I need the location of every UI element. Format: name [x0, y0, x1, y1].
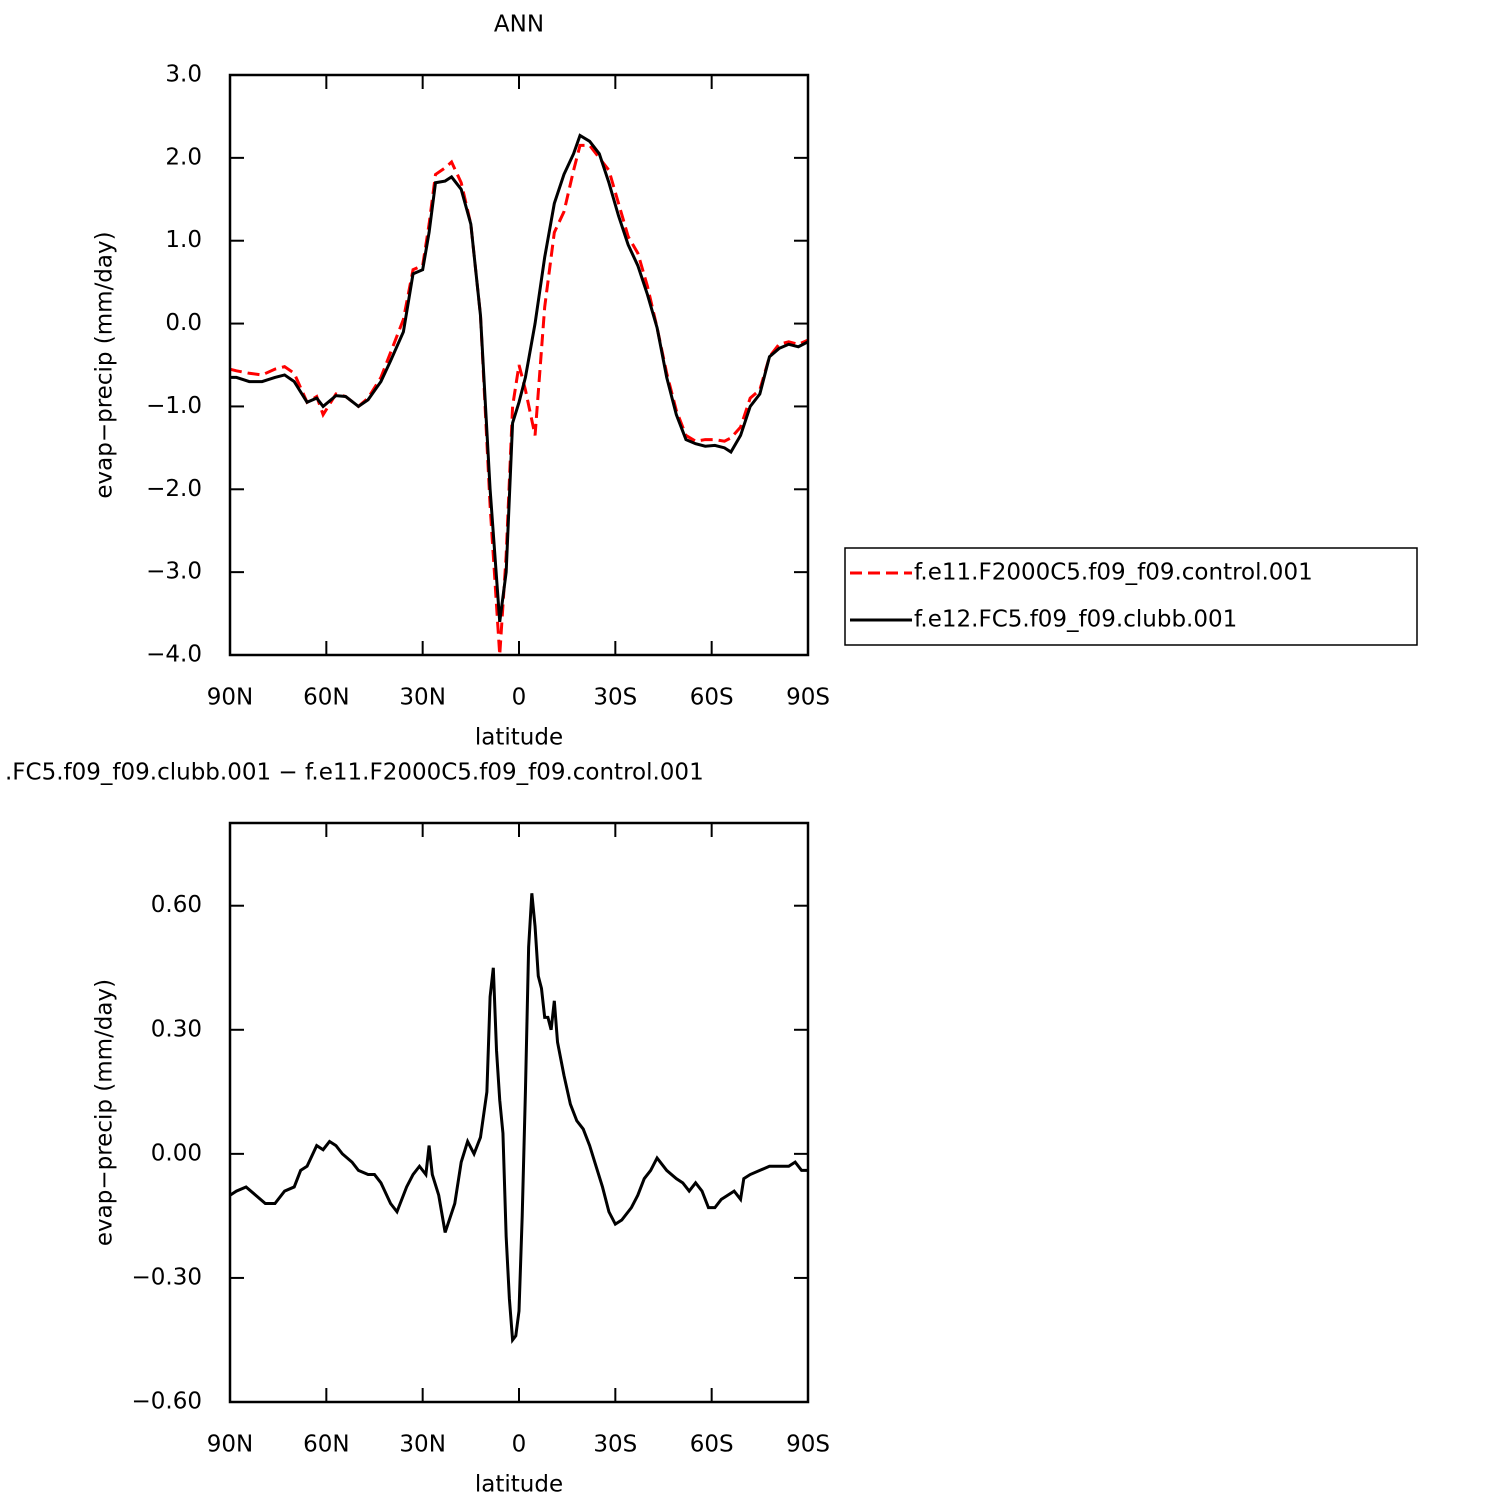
y-tick-label: 1.0 [165, 227, 202, 253]
legend-box [844, 547, 1418, 646]
x-tick-label: 0 [512, 1432, 527, 1458]
x-tick-label: 30S [593, 1432, 637, 1458]
y-tick-label: −0.30 [132, 1264, 202, 1290]
y-tick-label: −4.0 [146, 642, 202, 668]
x-tick-label: 90S [786, 1432, 830, 1458]
y-axis-label: evap−precip (mm/day) [92, 979, 118, 1246]
x-tick-label: 60S [690, 1432, 734, 1458]
y-tick-label: 0.60 [151, 892, 202, 918]
y-tick-label: 0.00 [151, 1140, 202, 1166]
x-tick-label: 60N [303, 685, 349, 711]
y-tick-label: 2.0 [165, 144, 202, 170]
data-line [230, 133, 809, 623]
x-tick-label: 90S [786, 685, 830, 711]
y-tick-label: −3.0 [146, 559, 202, 585]
x-tick-label: 30N [399, 1432, 445, 1458]
x-tick-label: 60N [303, 1432, 349, 1458]
x-axis-label: latitude [475, 725, 563, 751]
legend-label: f.e11.F2000C5.f09_f09.control.001 [914, 560, 1313, 586]
x-tick-label: 0 [512, 685, 527, 711]
y-tick-label: 3.0 [165, 62, 202, 88]
chart-title: .FC5.f09_f09.clubb.001 − f.e11.F2000C5.f… [5, 760, 704, 786]
y-tick-label: 0.30 [151, 1016, 202, 1042]
plot-frame [228, 73, 810, 657]
y-tick-label: −0.60 [132, 1389, 202, 1415]
x-axis-label: latitude [475, 1472, 563, 1498]
x-tick-label: 90N [207, 685, 253, 711]
y-tick-label: −1.0 [146, 393, 202, 419]
x-tick-label: 90N [207, 1432, 253, 1458]
plot-frame [228, 821, 810, 1404]
x-tick-label: 60S [690, 685, 734, 711]
data-line [229, 893, 808, 1344]
y-tick-label: 0.0 [165, 310, 202, 336]
x-tick-label: 30N [399, 685, 445, 711]
y-axis-label: evap−precip (mm/day) [92, 231, 118, 498]
legend-label: f.e12.FC5.f09_f09.clubb.001 [914, 607, 1237, 633]
y-tick-label: −2.0 [146, 476, 202, 502]
x-tick-label: 30S [593, 685, 637, 711]
chart-title: ANN [494, 12, 544, 38]
